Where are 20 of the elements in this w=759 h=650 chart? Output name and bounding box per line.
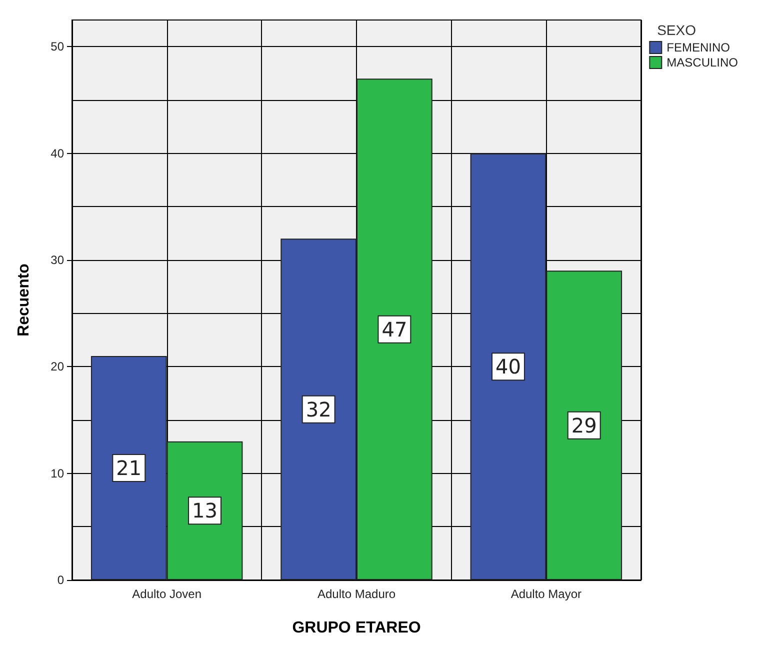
y-axis-title: Recuento [16,263,32,336]
y-tick-label: 30 [50,253,64,267]
x-tick-label: Adulto Maduro [317,587,396,601]
data-label: 13 [192,498,218,523]
y-tick-label: 40 [50,146,64,160]
y-tick-label: 0 [57,573,64,587]
legend-label: MASCULINO [666,56,738,70]
x-axis-title: GRUPO ETAREO [292,620,421,636]
x-tick-label: Adulto Joven [132,587,202,601]
data-label: 47 [382,317,408,342]
x-tick-label: Adulto Mayor [510,587,582,601]
y-tick-label: 10 [50,466,64,480]
data-label: 29 [571,413,597,438]
data-label: 21 [116,456,142,480]
y-tick-label: 20 [50,360,64,374]
data-label: 40 [496,354,521,379]
legend-label: FEMENINO [666,40,730,54]
y-tick-label: 50 [50,40,64,54]
data-label: 32 [306,397,332,422]
legend-title: SEXO [657,22,696,38]
